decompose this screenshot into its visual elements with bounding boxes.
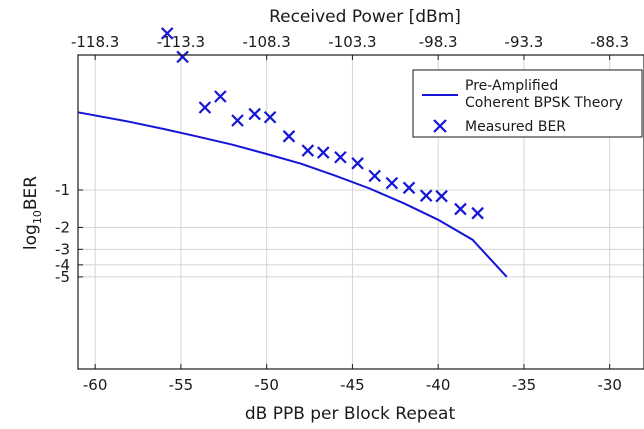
y-tick-label: -3 <box>55 240 70 258</box>
measured-point <box>248 107 261 121</box>
top-tick-label: -93.3 <box>505 33 544 51</box>
measured-point-stroke <box>454 202 467 216</box>
plot-content <box>77 27 508 278</box>
measured-point-stroke <box>160 27 174 40</box>
y-axis-title-tail: BER <box>21 176 41 210</box>
y-axis-title: log10BER <box>21 176 44 250</box>
measured-point-stroke <box>176 50 189 64</box>
measured-point-stroke <box>248 107 261 121</box>
bottom-tick-label: -35 <box>512 376 537 394</box>
y-tick-label: -5 <box>55 268 70 286</box>
legend-marker-swatch <box>433 119 447 133</box>
measured-point-stroke <box>263 110 277 124</box>
bottom-axis-title: dB PPB per Block Repeat <box>245 404 456 424</box>
legend-box <box>412 69 643 138</box>
plot-frame <box>77 54 644 370</box>
bottom-tick-label: -45 <box>340 376 365 394</box>
measured-point <box>282 130 296 143</box>
measured-point <box>454 202 467 216</box>
measured-point <box>471 206 484 220</box>
measured-point-stroke <box>214 90 227 103</box>
measured-point <box>368 169 381 183</box>
y-axis-title-main: log <box>21 224 41 250</box>
bottom-axis: -60 -55 -50 -45 -40 -35 -30 <box>83 364 622 394</box>
legend-line-label-2: Coherent BPSK Theory <box>465 95 623 111</box>
measured-point <box>263 110 277 124</box>
measured-point <box>176 50 189 64</box>
measured-point-stroke <box>419 189 433 202</box>
measured-point <box>301 144 315 157</box>
top-tick-label: -113.3 <box>157 33 205 51</box>
top-tick-label: -103.3 <box>328 33 376 51</box>
measured-point <box>402 181 416 195</box>
top-tick-label: -98.3 <box>419 33 458 51</box>
measured-point <box>385 176 399 190</box>
measured-point-stroke <box>231 114 244 127</box>
measured-point <box>160 27 174 40</box>
top-axis-title: Received Power [dBm] <box>269 7 461 27</box>
measured-point-stroke <box>334 150 347 164</box>
measured-point-stroke <box>471 206 484 220</box>
legend-marker-label: Measured BER <box>465 119 566 135</box>
measured-point <box>231 114 244 127</box>
y-tick-label: -4 <box>55 256 70 274</box>
measured-point <box>351 157 364 170</box>
measured-point <box>334 150 347 164</box>
y-tick-label: -2 <box>55 218 70 236</box>
measured-point-stroke <box>198 101 212 114</box>
measured-point-stroke <box>301 144 315 157</box>
top-tick-label: -88.3 <box>590 33 629 51</box>
measured-point-stroke <box>351 157 364 170</box>
bottom-tick-label: -40 <box>426 376 451 394</box>
measured-point <box>435 189 448 203</box>
measured-point-stroke <box>402 181 416 195</box>
theory-curve <box>77 111 508 278</box>
measured-point-stroke <box>385 176 399 190</box>
y-axis-title-sub: 10 <box>31 210 44 224</box>
measured-point <box>198 101 212 114</box>
measured-point <box>214 90 227 103</box>
top-tick-label: -108.3 <box>242 33 290 51</box>
measured-point <box>316 146 330 159</box>
measured-point-stroke <box>368 169 381 183</box>
measured-point <box>419 189 433 202</box>
measured-point-stroke <box>316 146 330 159</box>
bottom-tick-label: -55 <box>169 376 194 394</box>
measured-point-stroke <box>282 130 296 143</box>
bottom-tick-label: -50 <box>254 376 279 394</box>
legend: Pre-Amplified Coherent BPSK Theory Measu… <box>412 69 643 138</box>
bottom-tick-label: -60 <box>83 376 108 394</box>
y-axis: -1 -2 -3-4-5 <box>55 181 83 286</box>
bottom-tick-label: -30 <box>597 376 622 394</box>
top-tick-label: -118.3 <box>71 33 119 51</box>
top-axis: -118.3 -113.3 -108.3 -103.3 -98.3 -93.3 -88.3 <box>71 33 629 60</box>
y-tick-label: -1 <box>55 181 70 199</box>
legend-line-label-1: Pre-Amplified <box>465 78 558 94</box>
measured-point-stroke <box>435 189 448 203</box>
